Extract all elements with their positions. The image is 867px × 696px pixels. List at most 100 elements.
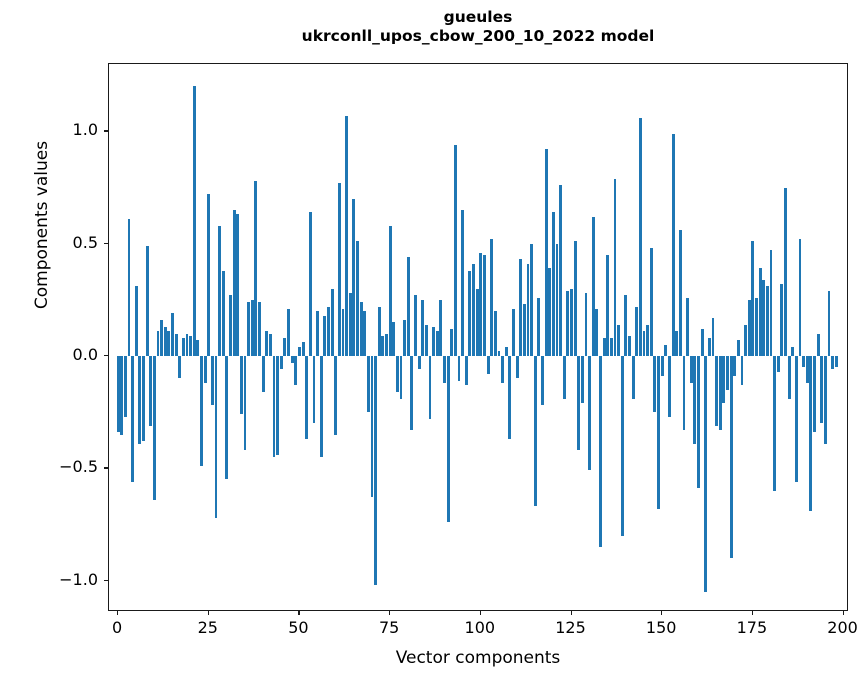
bar	[584, 293, 588, 356]
plot-frame	[108, 63, 848, 611]
bar-plot-area	[109, 64, 847, 610]
bar	[424, 324, 428, 356]
bar	[631, 355, 635, 399]
bar	[385, 333, 388, 356]
bar	[653, 355, 657, 413]
x-tick-mark	[207, 611, 210, 615]
bar	[580, 355, 584, 404]
bar	[816, 333, 820, 356]
bar	[744, 324, 748, 356]
bar	[577, 355, 581, 451]
bar	[323, 315, 327, 356]
bar	[617, 324, 621, 356]
y-tick-label: 1.0	[72, 120, 98, 140]
bar	[624, 295, 628, 356]
chart-title-block: gueules ukrconll_upos_cbow_200_10_2022 m…	[108, 8, 848, 46]
x-tick-label: 175	[736, 618, 768, 637]
bar	[160, 320, 164, 356]
bar	[348, 293, 352, 356]
bar	[813, 355, 816, 433]
bar	[780, 284, 784, 356]
bar	[588, 355, 592, 471]
bar	[635, 306, 639, 356]
bar	[682, 355, 686, 431]
bar	[417, 355, 421, 370]
y-tick-mark	[104, 354, 108, 357]
bar	[388, 225, 392, 356]
bar	[664, 344, 668, 356]
x-tick-mark	[842, 611, 844, 615]
bar	[294, 355, 298, 386]
bar	[152, 355, 156, 500]
bar	[142, 355, 145, 442]
bar	[167, 331, 171, 356]
bar	[116, 355, 120, 433]
bar	[254, 180, 258, 356]
bar	[268, 333, 272, 356]
bar	[686, 297, 690, 356]
bar	[718, 355, 722, 431]
page-title: gueules	[443, 8, 513, 26]
bar	[374, 355, 378, 586]
bar	[236, 214, 240, 356]
bar	[530, 243, 534, 356]
y-tick-mark	[104, 467, 108, 469]
y-tick-label: −1.0	[59, 569, 98, 589]
y-tick-mark	[104, 579, 108, 581]
bar	[127, 218, 131, 356]
bar	[131, 355, 135, 482]
bar	[599, 355, 602, 547]
x-tick-label: 0	[111, 618, 123, 637]
bar	[301, 342, 305, 356]
bar	[410, 355, 414, 431]
bar	[700, 329, 704, 356]
bar	[675, 331, 679, 356]
bar	[464, 355, 468, 386]
bar	[678, 230, 682, 356]
bar	[457, 355, 461, 381]
bar	[508, 355, 512, 440]
bar	[515, 355, 519, 379]
bar	[439, 299, 443, 356]
bar	[214, 355, 218, 518]
bar	[352, 198, 356, 356]
bar	[827, 290, 831, 356]
x-tick-label: 50	[288, 618, 309, 637]
bar	[769, 250, 773, 356]
bar	[501, 355, 505, 383]
bar	[805, 355, 809, 383]
bar	[646, 324, 650, 356]
bar	[134, 286, 138, 356]
bar	[475, 288, 479, 356]
bar	[156, 331, 160, 356]
bar	[519, 259, 523, 356]
bar	[711, 317, 715, 356]
bar	[555, 243, 559, 356]
bar	[620, 355, 624, 536]
bar	[657, 355, 660, 509]
chart-subtitle: ukrconll_upos_cbow_200_10_2022 model	[301, 27, 655, 45]
bar	[392, 322, 396, 356]
bar	[541, 355, 544, 406]
bar	[370, 355, 374, 498]
bar	[225, 355, 229, 480]
x-tick-mark	[479, 611, 482, 615]
bar	[798, 239, 802, 356]
bar	[435, 331, 439, 356]
bar	[613, 178, 617, 356]
bar	[395, 355, 399, 392]
bar	[671, 133, 675, 356]
bar	[337, 183, 341, 356]
bar	[196, 340, 200, 356]
x-tick-label: 200	[827, 618, 858, 637]
bar	[591, 216, 595, 356]
bar	[733, 355, 737, 377]
bar	[736, 340, 740, 356]
bar	[715, 355, 719, 426]
bar	[319, 355, 323, 458]
bar	[468, 270, 472, 356]
bar	[504, 346, 508, 356]
bar	[820, 355, 824, 424]
bar	[747, 299, 751, 356]
